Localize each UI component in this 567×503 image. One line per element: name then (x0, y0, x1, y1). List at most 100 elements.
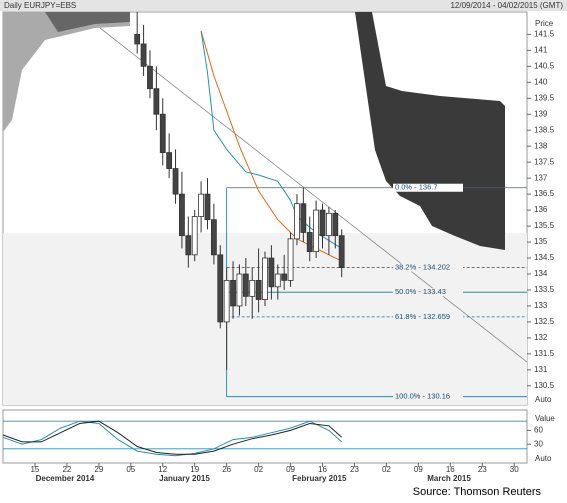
candle-body (210, 219, 217, 256)
candle-body (313, 209, 320, 253)
x-tick-label: 16 (318, 465, 327, 474)
candle-body (223, 279, 230, 323)
x-tick-label: 19 (190, 465, 199, 474)
fib-label-bg (393, 288, 463, 297)
candle-body (147, 65, 153, 90)
fib-label: 100.0% - 130.16 (395, 392, 450, 401)
main-layer: 0.0% - 136.7 38.2% - 134.202 50.0% - 133.4… (134, 12, 527, 401)
x-tick-label: 22 (62, 465, 71, 474)
y-tick-label: 133.5 (534, 285, 555, 294)
header-bar (0, 0, 567, 11)
cloud (355, 12, 505, 250)
x-tick-label: 02 (382, 465, 391, 474)
chart-subtitle: 12/09/2014 - 04/02/2015 (GMT) (450, 1, 563, 10)
candle-body (255, 279, 262, 300)
candle-body (306, 232, 313, 253)
y-tick-label: 131.5 (534, 349, 555, 358)
fib-label-bg (393, 183, 463, 192)
candle-body (179, 193, 185, 237)
candle-body (249, 279, 256, 297)
y-tick-label: 132 (534, 333, 548, 342)
x-tick-label: 09 (286, 465, 295, 474)
candle-body (274, 273, 281, 288)
y-tick-label: 138 (534, 141, 548, 150)
y-tick-label: 135.5 (534, 221, 555, 230)
y-tick-label: 140.5 (534, 61, 555, 70)
overlay-line (200, 31, 342, 262)
candle-body (140, 43, 147, 67)
y-tick-label: 141.5 (534, 29, 555, 38)
y-tick-label: 134 (534, 269, 548, 278)
candle-body (198, 193, 204, 217)
y-tick-label: 141 (534, 45, 548, 54)
fib-label: 61.8% - 132.659 (395, 312, 450, 321)
x-tick-label: 05 (126, 465, 135, 474)
candle-body (134, 33, 141, 45)
x-tick-label: 30 (510, 465, 519, 474)
month-label: December 2014 (36, 474, 95, 483)
y-axis-label: Price (535, 19, 554, 28)
osc-line (2, 420, 343, 455)
trend-line (99, 27, 527, 363)
y-tick-label: 137.5 (534, 157, 555, 166)
candle-body (332, 212, 339, 237)
candle-body (268, 257, 275, 288)
candle-body (300, 203, 307, 233)
month-label: January 2015 (159, 474, 210, 483)
y-tick-label: 130.5 (534, 381, 555, 390)
candle-body (338, 235, 345, 269)
cloud (45, 12, 130, 32)
candle-body (191, 216, 198, 256)
candle-body (236, 273, 243, 307)
y-tick-label: 139 (534, 109, 548, 118)
osc-line (2, 420, 343, 457)
y-tick-label: 138.5 (534, 125, 555, 134)
fib-label: 38.2% - 134.202 (395, 263, 450, 272)
candle-body (294, 203, 300, 240)
x-tick-label: 16 (446, 465, 455, 474)
x-tick-label: 26 (222, 465, 231, 474)
osc-tick-label: 60 (534, 426, 543, 435)
cloud (3, 12, 130, 132)
y-tick-label: 131 (534, 365, 548, 374)
candle-body (326, 212, 332, 237)
osc-tick-label: 30 (534, 439, 543, 448)
y-tick-label: 136.5 (534, 189, 555, 198)
osc-axis-label: Value (535, 414, 555, 423)
candle-body (204, 193, 211, 221)
fib-label: 50.0% - 133.43 (395, 287, 446, 296)
candle-body (281, 273, 288, 281)
fib-label: 0.0% - 136.7 (395, 183, 438, 192)
candle-body (159, 113, 166, 153)
x-tick-label: 29 (94, 465, 103, 474)
candle-body (153, 88, 160, 115)
y-tick-label: 132.5 (534, 317, 555, 326)
chart-title: Daily EURJPY=EBS (4, 1, 76, 10)
x-tick-label: 15 (30, 465, 39, 474)
candle-body (230, 279, 236, 307)
fib-label-bg (393, 312, 463, 321)
candle-body (166, 152, 173, 169)
source: Source: Thomson Reuters (413, 486, 542, 498)
x-tick-label: 23 (478, 465, 487, 474)
candle-body (217, 254, 224, 323)
y-tick-label: 135 (534, 237, 548, 246)
auto-label: Auto (535, 395, 552, 404)
candle-body (242, 273, 249, 297)
candle-body (319, 209, 326, 237)
y-tick-label: 140 (534, 77, 548, 86)
x-tick-label: 02 (254, 465, 263, 474)
y-tick-label: 139.5 (534, 93, 555, 102)
month-label: February 2015 (292, 474, 347, 483)
fib-label-bg (393, 263, 463, 272)
month-label: March 2015 (427, 474, 471, 483)
auto-label: Auto (535, 454, 552, 463)
y-tick-label: 133 (534, 301, 548, 310)
candle-body (185, 235, 192, 256)
x-tick-label: 09 (414, 465, 423, 474)
x-tick-label: 23 (350, 465, 359, 474)
candle-body (172, 168, 179, 195)
fib-label-bg (393, 392, 463, 401)
y-tick-label: 137 (534, 173, 548, 182)
